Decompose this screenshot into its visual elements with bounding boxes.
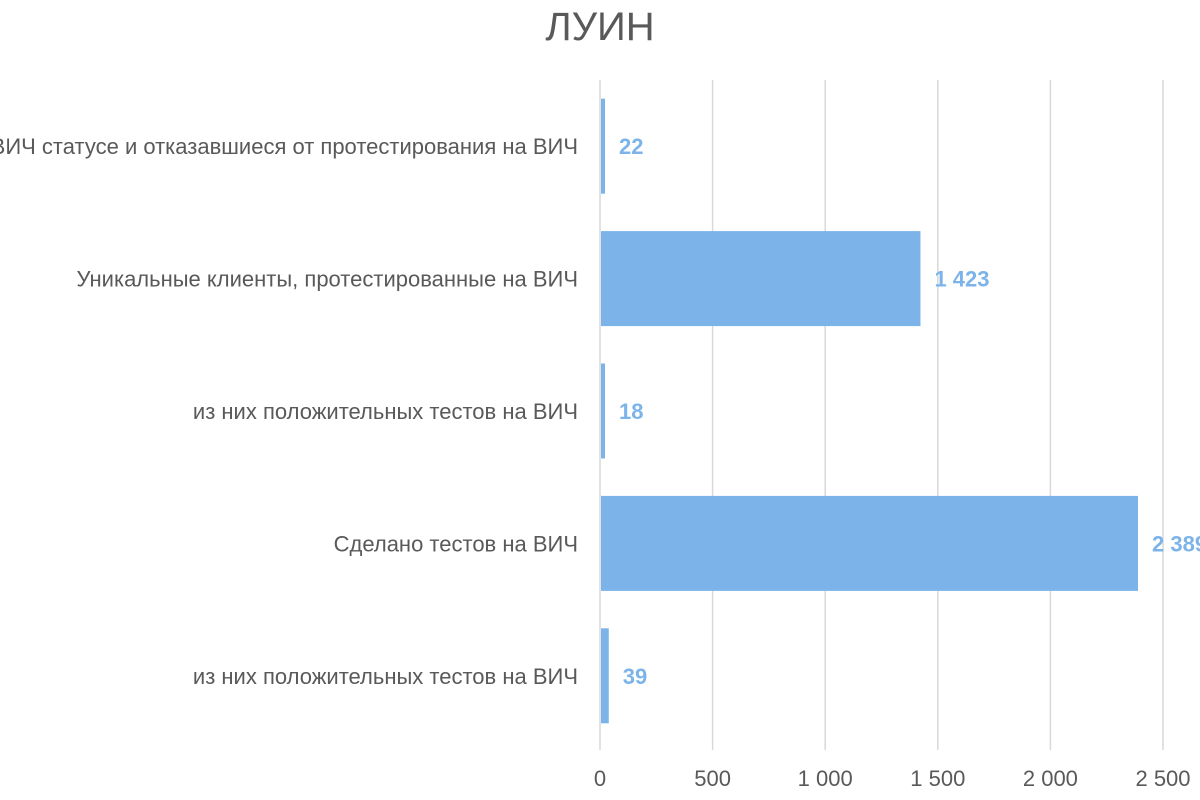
data-label: 22	[619, 134, 643, 159]
chart-title: ЛУИН	[545, 5, 654, 49]
category-labels: Лица с неизвестным ВИЧ статусе и отказав…	[0, 134, 578, 689]
category-label: из них положительных тестов на ВИЧ	[193, 664, 578, 689]
x-tick-label: 2 000	[1023, 766, 1078, 791]
data-label: 39	[623, 664, 647, 689]
gridlines	[599, 80, 1164, 750]
bars	[601, 98, 1139, 724]
value-labels: 22 1 423 18 2 389 39	[619, 134, 1200, 689]
bar-3	[601, 495, 1139, 591]
x-tick-label: 500	[694, 766, 731, 791]
category-label: Лица с неизвестным ВИЧ статусе и отказав…	[0, 134, 578, 159]
category-label: Уникальные клиенты, протестированные на …	[77, 267, 578, 292]
x-tick-label: 0	[594, 766, 606, 791]
x-tick-label: 1 500	[910, 766, 965, 791]
bar-2	[601, 363, 605, 459]
data-label: 1 423	[934, 267, 989, 292]
data-label: 2 389	[1152, 531, 1200, 556]
bar-1	[601, 231, 921, 327]
x-tick-label: 1 000	[798, 766, 853, 791]
x-tick-label: 2 500	[1135, 766, 1190, 791]
x-axis-ticks: 0 500 1 000 1 500 2 000 2 500	[594, 766, 1191, 791]
category-label: из них положительных тестов на ВИЧ	[193, 399, 578, 424]
bar-4	[601, 628, 609, 724]
category-label: Сделано тестов на ВИЧ	[334, 531, 578, 556]
bar-0	[601, 98, 605, 194]
data-label: 18	[619, 399, 643, 424]
